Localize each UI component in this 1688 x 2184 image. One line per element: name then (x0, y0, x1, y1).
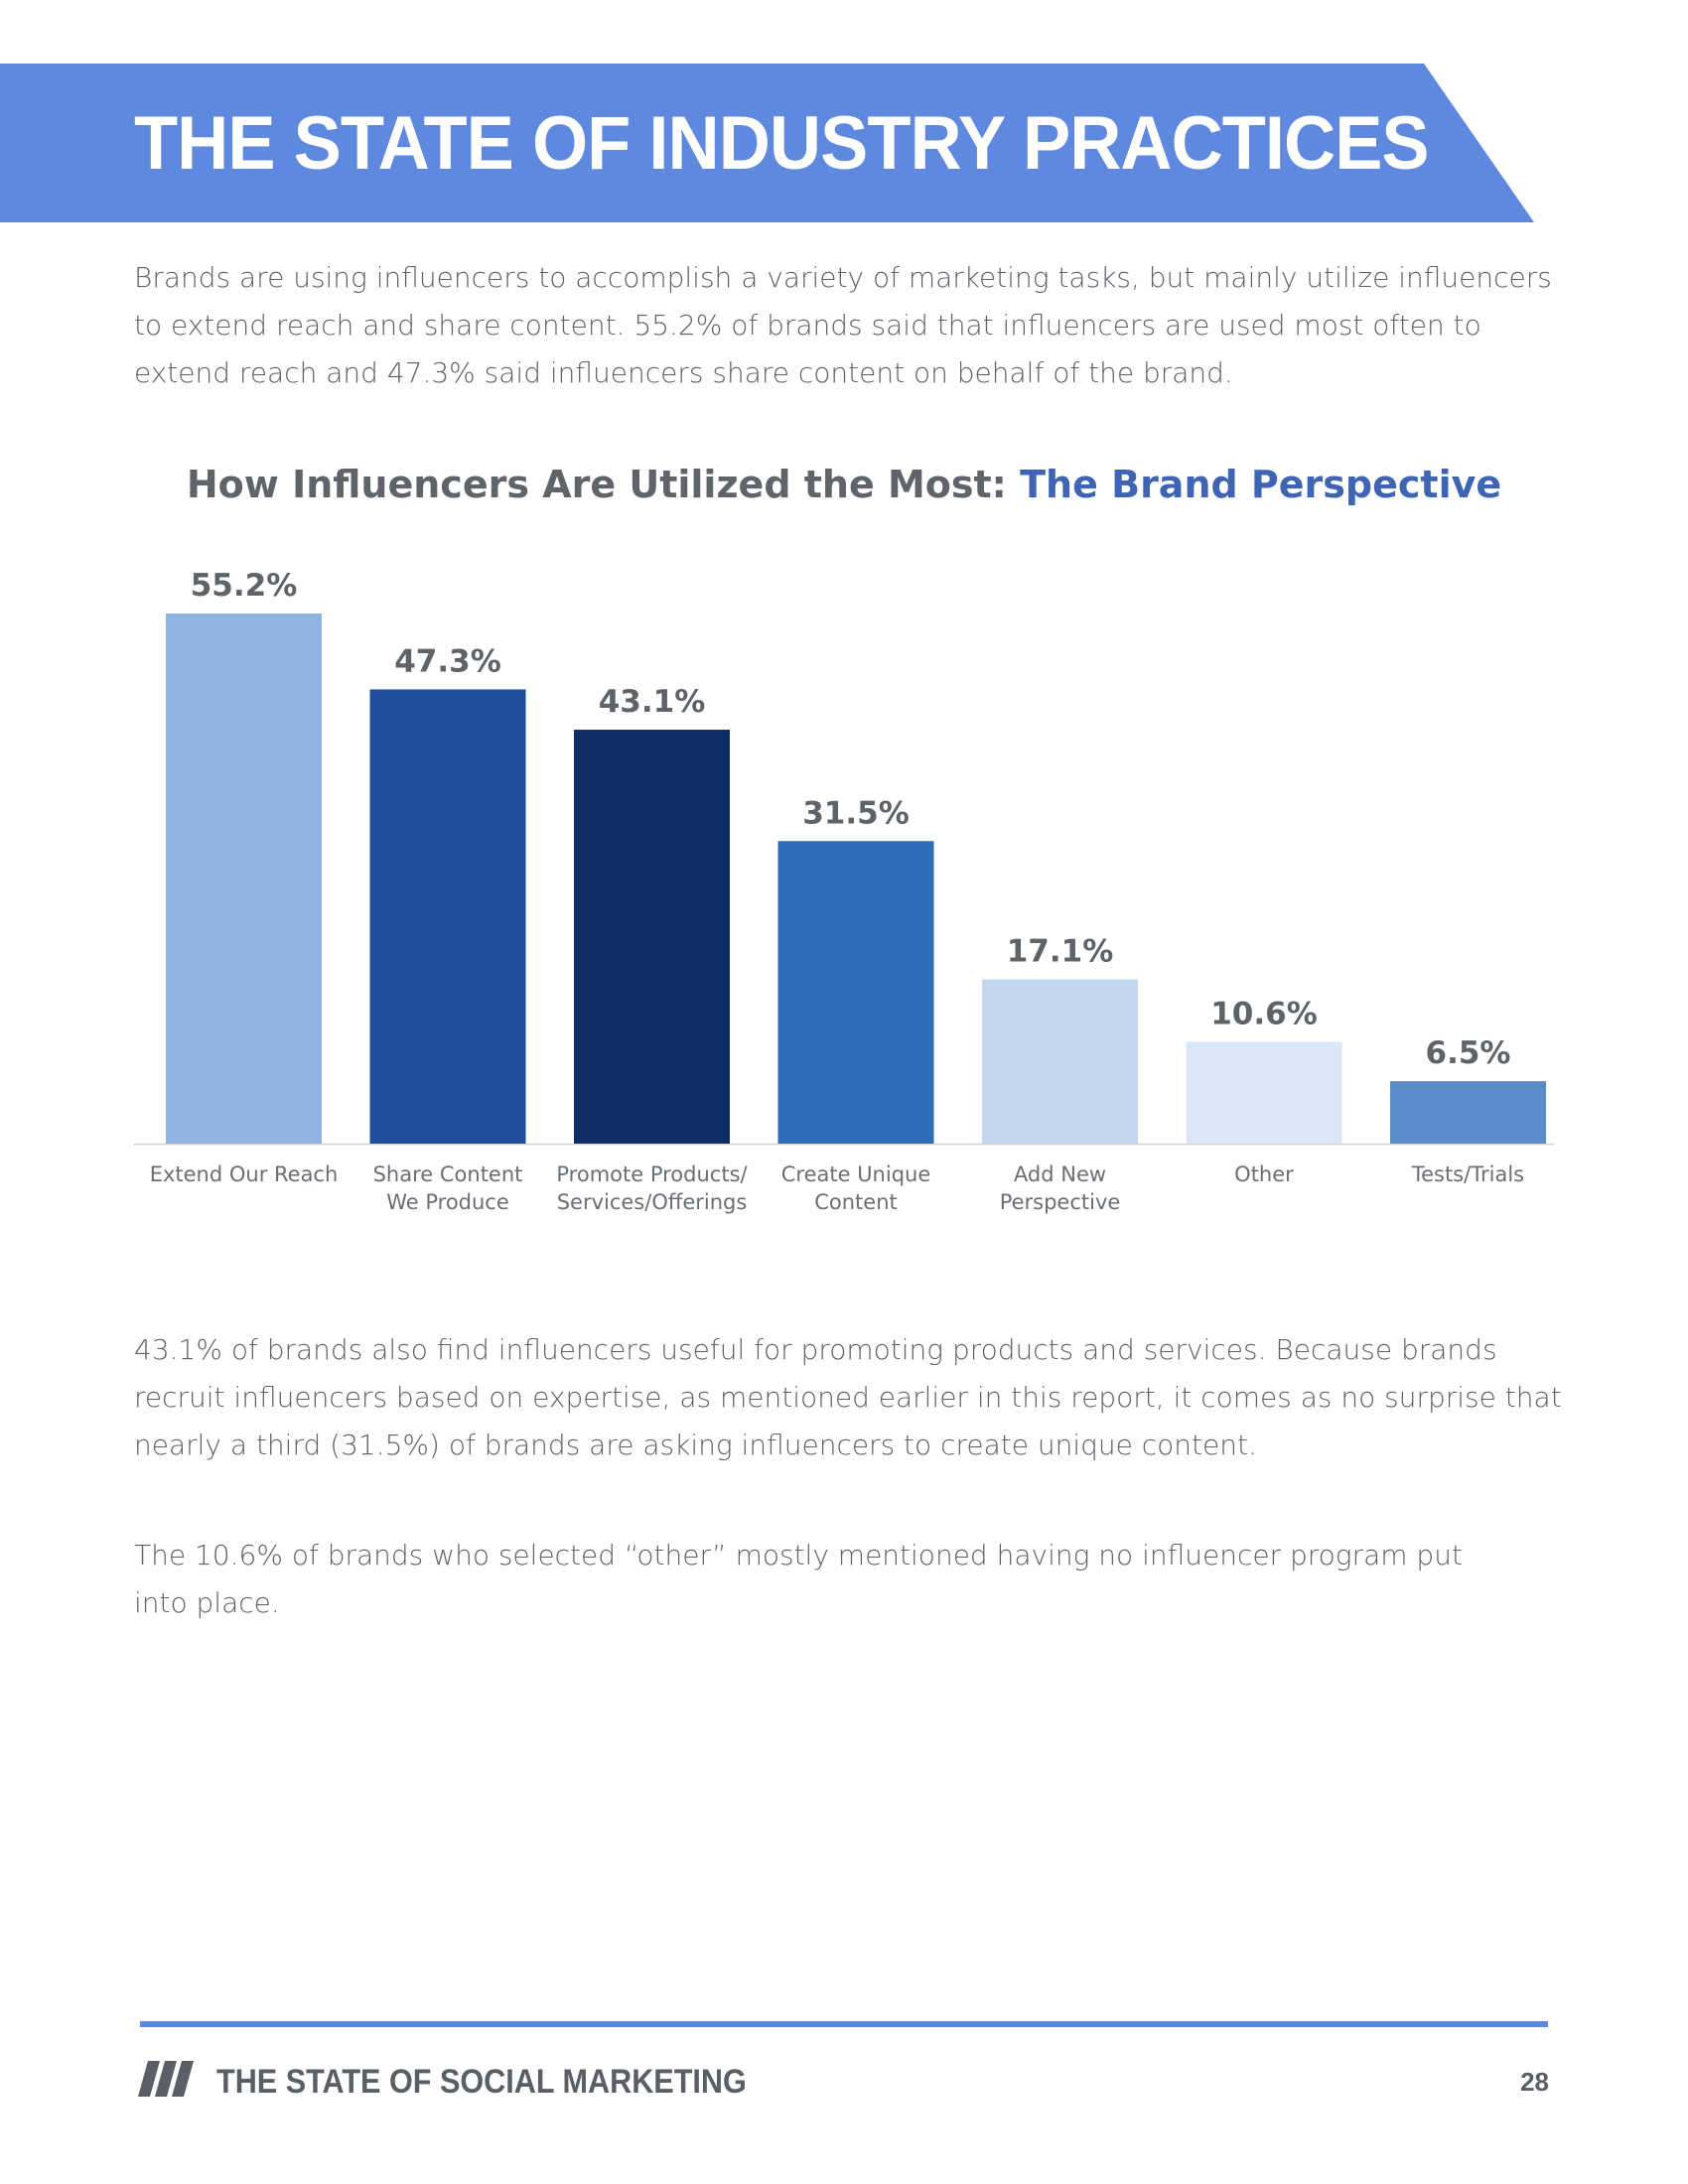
brand-logo-icon (138, 2061, 194, 2097)
data-label-0: 55.2% (191, 568, 298, 604)
data-label-3: 31.5% (802, 795, 910, 831)
intro-paragraph: Brands are using influencers to accompli… (134, 261, 1552, 389)
category-label-2-0: Promote Products/ (556, 1162, 748, 1186)
data-label-2: 43.1% (599, 684, 706, 720)
footer-title: THE STATE OF SOCIAL MARKETING (216, 2063, 747, 2101)
category-label-3-0: Create Unique (781, 1162, 931, 1186)
category-label-2-1: Services/Offerings (557, 1190, 748, 1214)
bar-0 (166, 614, 322, 1144)
footer-rule (140, 2021, 1548, 2027)
category-label-1-0: Share Content (373, 1162, 523, 1186)
data-label-1: 47.3% (394, 643, 501, 679)
category-label-1-1: We Produce (386, 1190, 509, 1214)
category-label-4-0: Add New (1014, 1162, 1106, 1186)
bar-6 (1390, 1081, 1546, 1144)
page-title: THE STATE OF INDUSTRY PRACTICES (134, 101, 1430, 186)
category-label-6-0: Tests/Trials (1411, 1162, 1524, 1186)
bar-1 (369, 689, 526, 1144)
category-label-0-0: Extend Our Reach (150, 1162, 339, 1186)
bar-2 (574, 730, 730, 1144)
header-banner (0, 64, 1534, 222)
category-label-3-1: Content (814, 1190, 898, 1214)
chart-title-lead: How Influencers Are Utilized the Most: (186, 463, 1021, 506)
bar-chart: 55.2% Extend Our Reach 47.3% Share Content W… (134, 568, 1554, 1214)
category-label-4-1: Perspective (1000, 1190, 1121, 1214)
data-label-4: 17.1% (1007, 934, 1114, 970)
data-label-6: 6.5% (1426, 1035, 1511, 1071)
page-number: 28 (1520, 2067, 1549, 2097)
category-label-5-0: Other (1234, 1162, 1294, 1186)
body-paragraph-promote: 43.1% of brands also find influencers us… (134, 1333, 1562, 1461)
data-label-5: 10.6% (1210, 996, 1318, 1031)
chart-title: How Influencers Are Utilized the Most: T… (0, 455, 1688, 514)
body-paragraph-other: The 10.6% of brands who selected “other”… (134, 1539, 1463, 1619)
bar-5 (1186, 1041, 1342, 1144)
chart-title-accent: The Brand Perspective (1020, 463, 1502, 506)
bar-3 (777, 841, 934, 1144)
bar-4 (982, 979, 1138, 1144)
